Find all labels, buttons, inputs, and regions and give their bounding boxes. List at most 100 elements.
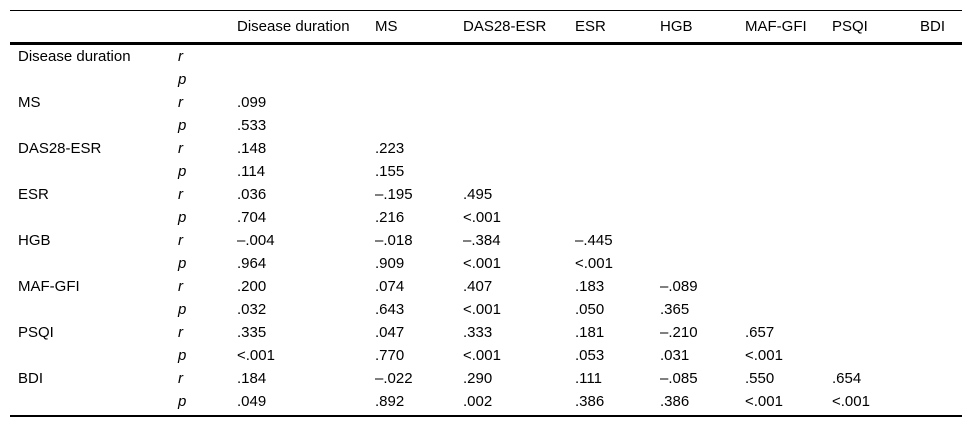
row-label bbox=[10, 68, 178, 91]
p-value-cell: .050 bbox=[575, 301, 605, 318]
p-value-cell: <.001 bbox=[463, 347, 501, 364]
r-value-cell bbox=[463, 137, 575, 160]
p-value-cell bbox=[832, 206, 920, 229]
r-value-cell: .047 bbox=[375, 324, 405, 341]
r-value-cell: .223 bbox=[375, 140, 405, 157]
row-label bbox=[10, 160, 178, 183]
r-value-cell: .495 bbox=[463, 186, 493, 203]
row-label: DAS28-ESR bbox=[18, 140, 102, 157]
p-value-cell: <.001 bbox=[463, 209, 501, 226]
p-value-cell: .909 bbox=[375, 255, 405, 272]
r-value-cell: .148 bbox=[237, 140, 267, 157]
r-value-cell bbox=[920, 44, 962, 69]
p-value-cell bbox=[920, 68, 962, 91]
p-value-cell bbox=[463, 114, 575, 137]
p-value-cell bbox=[745, 252, 832, 275]
r-value-cell: –.445 bbox=[575, 232, 613, 249]
p-value-cell bbox=[575, 206, 660, 229]
column-header-das28-esr: DAS28-ESR bbox=[463, 10, 575, 45]
r-value-cell bbox=[832, 137, 920, 160]
r-value-cell: .290 bbox=[463, 370, 493, 387]
p-value-cell bbox=[920, 344, 962, 367]
row-label bbox=[10, 252, 178, 275]
r-value-cell bbox=[832, 44, 920, 69]
p-value-cell: <.001 bbox=[745, 390, 832, 417]
p-value-cell bbox=[660, 160, 745, 183]
r-value-cell bbox=[745, 137, 832, 160]
p-value-cell bbox=[745, 114, 832, 137]
stat-label-p: p bbox=[178, 117, 187, 134]
r-value-cell: .407 bbox=[463, 278, 493, 295]
table-row-hgb-r: HGB r –.004 –.018 –.384 –.445 bbox=[10, 229, 962, 252]
p-value-cell bbox=[920, 298, 962, 321]
row-label: MS bbox=[18, 94, 41, 111]
r-value-cell: .200 bbox=[237, 278, 267, 295]
stat-label-r: r bbox=[178, 140, 183, 157]
p-value-cell bbox=[832, 68, 920, 91]
row-label: PSQI bbox=[18, 324, 54, 341]
p-value-cell bbox=[660, 114, 745, 137]
p-value-cell: <.001 bbox=[832, 390, 920, 417]
r-value-cell bbox=[575, 183, 660, 206]
p-value-cell: .216 bbox=[375, 209, 405, 226]
p-value-cell bbox=[920, 390, 962, 417]
column-header-maf-gfi: MAF-GFI bbox=[745, 10, 832, 45]
r-value-cell bbox=[832, 91, 920, 114]
p-value-cell bbox=[832, 298, 920, 321]
column-header-hgb: HGB bbox=[660, 10, 745, 45]
row-label: MAF-GFI bbox=[18, 278, 80, 295]
p-value-cell bbox=[745, 206, 832, 229]
p-value-cell bbox=[920, 160, 962, 183]
r-value-cell: .181 bbox=[575, 324, 605, 341]
p-value-cell bbox=[832, 114, 920, 137]
p-value-cell bbox=[745, 160, 832, 183]
row-label bbox=[10, 298, 178, 321]
table-row-disease-duration-r: Disease duration r bbox=[10, 44, 962, 69]
r-value-cell: .111 bbox=[575, 370, 602, 387]
r-value-cell: .184 bbox=[237, 370, 267, 387]
p-value-cell: <.001 bbox=[237, 347, 275, 364]
r-value-cell: –.085 bbox=[660, 370, 698, 387]
r-value-cell bbox=[745, 91, 832, 114]
r-value-cell bbox=[463, 91, 575, 114]
row-label bbox=[10, 114, 178, 137]
r-value-cell bbox=[575, 44, 660, 69]
stat-label-p: p bbox=[178, 71, 187, 88]
stat-label-r: r bbox=[178, 324, 183, 341]
p-value-cell bbox=[832, 252, 920, 275]
p-value-cell bbox=[375, 68, 463, 91]
p-value-cell: .053 bbox=[575, 347, 605, 364]
p-value-cell: <.001 bbox=[745, 347, 783, 364]
p-value-cell: .533 bbox=[237, 117, 267, 134]
stat-label-p: p bbox=[178, 163, 187, 180]
r-value-cell bbox=[920, 183, 962, 206]
r-value-cell bbox=[237, 44, 375, 69]
table-row-psqi-r: PSQI r .335 .047 .333 .181 –.210 .657 bbox=[10, 321, 962, 344]
stat-label-r: r bbox=[178, 370, 183, 387]
p-value-cell: <.001 bbox=[463, 301, 501, 318]
r-value-cell bbox=[575, 91, 660, 114]
p-value-cell bbox=[920, 252, 962, 275]
p-value-cell bbox=[660, 206, 745, 229]
stat-label-r: r bbox=[178, 232, 183, 249]
r-value-cell bbox=[660, 44, 745, 69]
stat-label-p: p bbox=[178, 301, 187, 318]
r-value-cell bbox=[745, 229, 832, 252]
p-value-cell: .365 bbox=[660, 301, 690, 318]
p-value-cell bbox=[832, 344, 920, 367]
column-header-row-labels bbox=[10, 10, 178, 45]
correlation-table-container: Disease duration MS DAS28-ESR ESR HGB MAF-GFI… bbox=[10, 10, 962, 417]
column-header-psqi: PSQI bbox=[832, 10, 920, 45]
p-value-cell: .114 bbox=[237, 163, 266, 180]
table-row-maf-gfi-r: MAF-GFI r .200 .074 .407 .183 –.089 bbox=[10, 275, 962, 298]
column-header-bdi: BDI bbox=[920, 10, 962, 45]
r-value-cell bbox=[375, 91, 463, 114]
p-value-cell bbox=[375, 114, 463, 137]
table-row-das28-esr-r: DAS28-ESR r .148 .223 bbox=[10, 137, 962, 160]
r-value-cell bbox=[745, 183, 832, 206]
table-row-psqi-p: p <.001 .770 <.001 .053 .031 <.001 bbox=[10, 344, 962, 367]
r-value-cell bbox=[660, 183, 745, 206]
r-value-cell: .333 bbox=[463, 324, 493, 341]
table-row-ms-p: p .533 bbox=[10, 114, 962, 137]
stat-label-p: p bbox=[178, 255, 187, 272]
